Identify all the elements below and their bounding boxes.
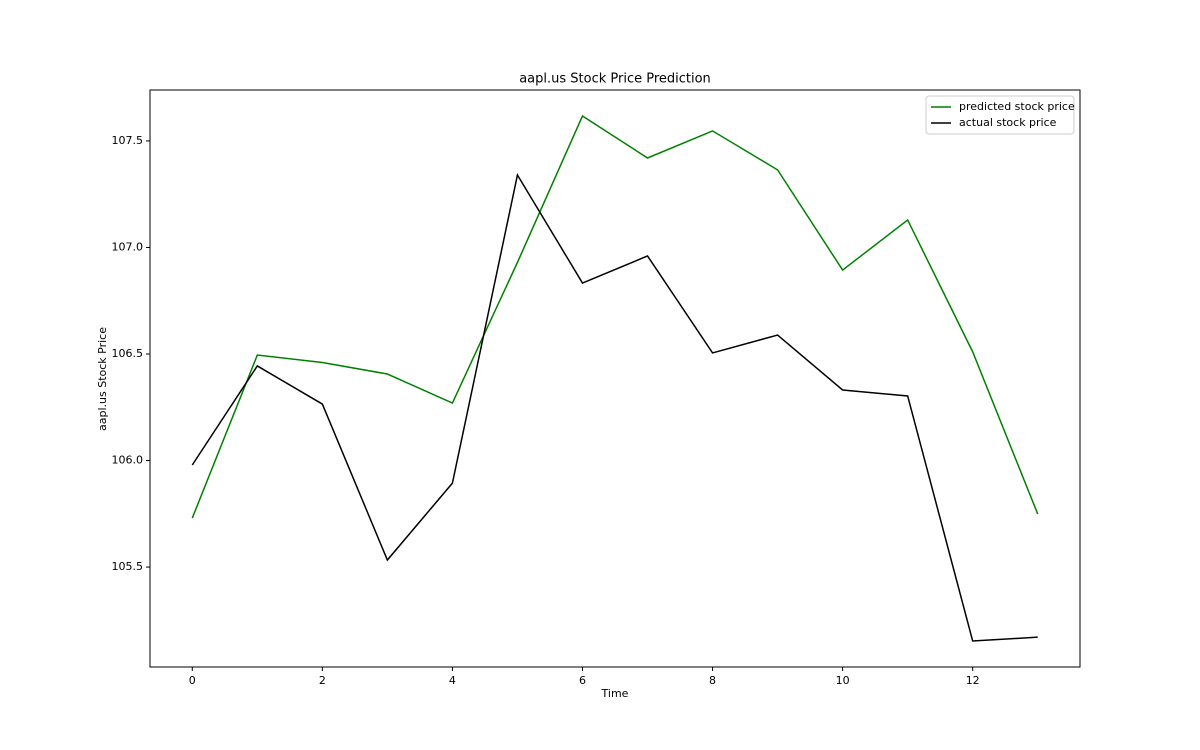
legend-label: predicted stock price xyxy=(959,100,1075,113)
x-tick-label: 12 xyxy=(966,674,980,687)
x-tick-label: 2 xyxy=(319,674,326,687)
line-series xyxy=(191,114,1039,519)
chart-title: aapl.us Stock Price Prediction xyxy=(519,72,711,87)
plot-frame xyxy=(149,89,1081,668)
x-tick-label: 0 xyxy=(189,674,196,687)
x-tick-label: 8 xyxy=(709,674,716,687)
x-axis-label: Time xyxy=(601,687,629,700)
y-tick-label: 107.0 xyxy=(112,240,144,253)
legend-label: actual stock price xyxy=(959,116,1057,129)
x-tick-label: 10 xyxy=(836,674,850,687)
y-axis-label: aapl.us Stock Price xyxy=(96,327,109,431)
y-tick-label: 106.5 xyxy=(112,347,144,360)
y-tick-label: 107.5 xyxy=(112,134,144,147)
line-series xyxy=(191,172,1038,642)
x-tick-label: 4 xyxy=(449,674,456,687)
y-tick-label: 106.0 xyxy=(112,454,144,467)
y-tick-label: 105.5 xyxy=(112,560,144,573)
legend-box xyxy=(925,95,1075,135)
x-tick-label: 6 xyxy=(579,674,586,687)
